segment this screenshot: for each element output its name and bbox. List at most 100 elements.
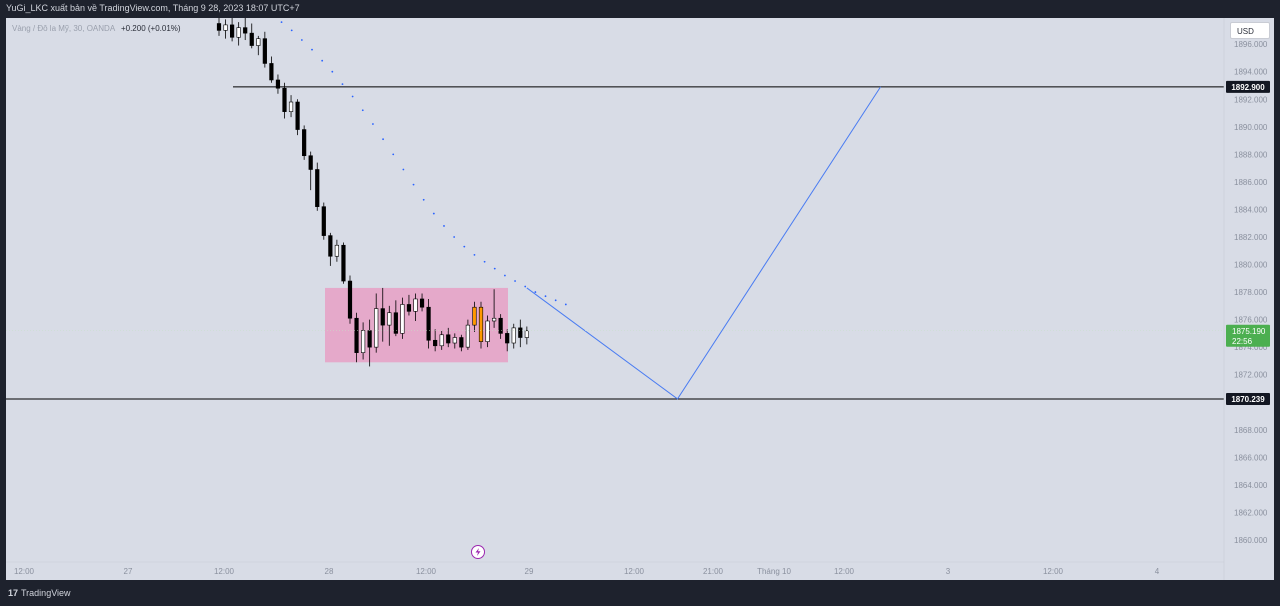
trail-dot [341, 83, 344, 86]
candle-body [491, 317, 497, 322]
price-axis-tick-label: 1884.000 [1234, 205, 1268, 214]
current-price-badge [1226, 324, 1270, 347]
candle-body [446, 334, 451, 344]
candle-body [367, 330, 372, 348]
candle-body [400, 304, 405, 334]
time-axis-tick-label: Tháng 10 [757, 567, 791, 576]
time-axis-tick-label: 3 [946, 567, 951, 576]
trail-dot [351, 95, 354, 98]
candle-body [341, 244, 346, 282]
candle-body [498, 317, 503, 334]
time-axis-tick-label: 21:00 [703, 567, 724, 576]
price-axis-tick-label: 1886.000 [1234, 178, 1268, 187]
trail-dot [554, 299, 557, 302]
candle-body [216, 23, 222, 31]
trail-dot [514, 280, 516, 282]
candle-body [472, 306, 477, 326]
trail-dot [422, 198, 425, 201]
candle-body [315, 169, 320, 207]
time-axis-tick-label: 12:00 [624, 567, 645, 576]
bottom-bar: 17 TradingView [0, 584, 1280, 606]
flash-icon[interactable] [471, 545, 485, 559]
candle-body [360, 330, 366, 353]
price-axis-tick-label: 1860.000 [1234, 536, 1268, 545]
candle-body [406, 304, 412, 312]
trail-dot [392, 153, 395, 156]
candle-body [243, 27, 248, 34]
price-axis-tick-label: 1882.000 [1234, 233, 1268, 242]
trail-dot [564, 303, 567, 306]
projection-path[interactable] [526, 86, 881, 400]
price-axis-tick-label: 1874.000 [1234, 343, 1268, 352]
candle-body [380, 308, 385, 326]
price-axis-tick-label: 1880.000 [1234, 261, 1268, 270]
trail-dot [432, 212, 435, 215]
candle-body [387, 312, 392, 326]
candle-body [413, 298, 418, 312]
time-axis-tick-label: 29 [525, 567, 534, 576]
candle-body [269, 63, 274, 81]
time-axis-tick-label: 12:00 [14, 567, 35, 576]
price-axis-tick-label: 1888.000 [1234, 150, 1268, 159]
symbol-name: Vàng / Đô la Mỹ, 30, OANDA [12, 24, 115, 33]
price-axis-tick-label: 1868.000 [1234, 426, 1268, 435]
candle-body [478, 306, 484, 342]
candle-body [374, 308, 379, 348]
candle-body [452, 337, 457, 344]
trail-dot [534, 291, 537, 293]
level-price-badge [1226, 392, 1270, 405]
candle-body [295, 101, 300, 130]
candle-body [302, 129, 307, 157]
price-axis-tick-label: 1892.000 [1234, 95, 1268, 104]
candle-body [275, 79, 281, 89]
trail-dot [311, 48, 313, 51]
candle-body [223, 24, 228, 31]
candle-body [393, 312, 398, 334]
price-axis-tick-label: 1890.000 [1234, 123, 1268, 132]
bar-countdown-label: 22:56 [1232, 337, 1253, 346]
trail-dot [524, 285, 527, 288]
time-axis-tick-label: 12:00 [834, 567, 855, 576]
top-bar: YuGi_LKC xuất bản về TradingView.com, Th… [0, 0, 1280, 18]
trail-dot [402, 168, 405, 171]
trail-dot [300, 39, 303, 41]
level-price-label: 1892.900 [1231, 83, 1265, 92]
price-axis-tick-label: 1894.000 [1234, 68, 1268, 77]
candle-body [511, 327, 516, 344]
trail-dot [443, 225, 445, 227]
trail-dot [544, 295, 547, 298]
candle-body [347, 280, 353, 319]
candle-body [354, 317, 359, 353]
candle-body [465, 324, 471, 348]
candle-body [282, 87, 287, 112]
trail-dot [463, 245, 466, 248]
tradingview-logo: 17 TradingView [8, 588, 71, 598]
price-axis-tick-label: 1864.000 [1234, 481, 1268, 490]
trail-dot [331, 70, 334, 73]
currency-button[interactable]: USD [1230, 22, 1270, 39]
trail-dot [504, 274, 506, 277]
trail-dot [280, 21, 283, 24]
chart-frame[interactable]: 12:00 27 12:00 28 12:00 29 12:00 21:00 Tháng 10 1… [6, 18, 1274, 580]
candle-body [518, 327, 523, 338]
brand-name: TradingView [21, 588, 71, 598]
tv-logo-icon: 17 [8, 588, 19, 598]
candle-body [308, 155, 313, 170]
chart-canvas[interactable]: 12:00 27 12:00 28 12:00 29 12:00 21:00 Tháng 10 1… [6, 18, 1274, 580]
candle-body [249, 32, 254, 46]
publish-info: YuGi_LKC xuất bản về TradingView.com, Th… [6, 3, 300, 13]
level-price-label: 1870.239 [1231, 395, 1265, 404]
candle-body [236, 27, 241, 38]
price-axis-tick-label: 1878.000 [1234, 288, 1268, 297]
chart-background [6, 18, 1274, 580]
trail-dot [483, 260, 486, 263]
candle-body [256, 38, 261, 46]
trail-dot [412, 183, 415, 186]
time-axis-tick-label: 12:00 [1043, 567, 1064, 576]
symbol-legend: Vàng / Đô la Mỹ, 30, OANDA +0.200 (+0.01… [12, 24, 181, 33]
candle-body [262, 38, 267, 64]
time-axis-tick-label: 28 [325, 567, 334, 576]
candle-body [439, 334, 444, 347]
price-axis-tick-label: 1872.000 [1234, 371, 1268, 380]
trail-dot [473, 253, 476, 256]
